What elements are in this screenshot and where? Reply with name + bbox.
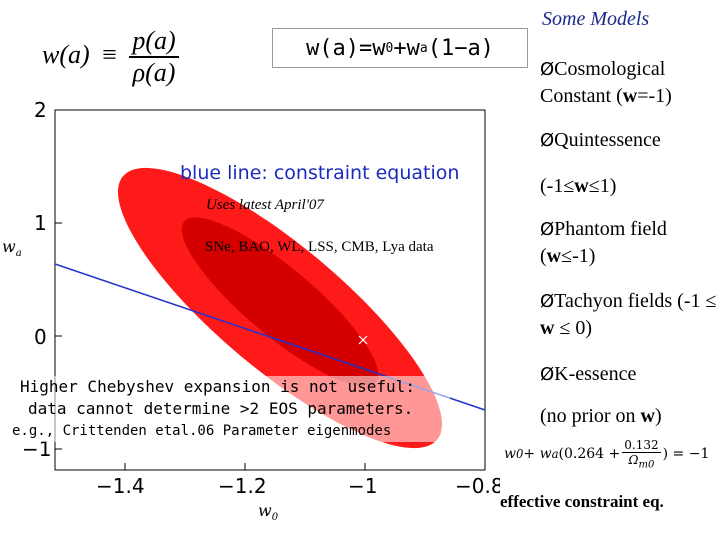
- equiv-symbol: ≡: [102, 39, 117, 69]
- param-sub-0: 0: [385, 40, 394, 56]
- contour-plot: 2 1 0 −1 −1.4 −1.2 −1 −0.8 wa w0: [2, 98, 500, 520]
- x-tick-minus1.2: −1.2: [218, 474, 267, 498]
- equation-lhs: w(a): [42, 39, 90, 69]
- chebyshev-line-3: e.g., Crittenden etal.06 Parameter eigen…: [12, 423, 392, 439]
- effective-constraint-caption: effective constraint eq.: [500, 492, 664, 511]
- x-tick-minus0.8: −0.8: [455, 474, 500, 498]
- chebyshev-line-1: Higher Chebyshev expansion is not useful…: [20, 377, 415, 396]
- constraint-line-legend: blue line: constraint equation: [180, 162, 460, 184]
- param-sub-a: a: [419, 40, 428, 56]
- x-tick-minus1: −1: [348, 474, 377, 498]
- param-plus: +w: [393, 35, 420, 61]
- param-w: w(a)=w: [306, 35, 386, 61]
- model-phantom-field: ØPhantom field (w≤-1): [540, 218, 667, 267]
- bullet-arrow-icon: Ø: [540, 291, 555, 312]
- y-axis-label: wa: [2, 237, 22, 259]
- fraction-denominator: ρ(a): [132, 58, 176, 87]
- model-tachyon-fields: ØTachyon fields (-1 ≤ w ≤ 0): [540, 290, 717, 339]
- bullet-arrow-icon: Ø: [540, 59, 555, 80]
- model-k-essence: ØK-essence: [540, 363, 637, 385]
- effective-fraction: 0.132 Ωm0: [622, 437, 661, 471]
- inner-confidence-contour: [181, 217, 379, 387]
- bullet-arrow-icon: Ø: [540, 130, 555, 151]
- data-version-note: Uses latest April'07: [206, 197, 324, 213]
- bullet-arrow-icon: Ø: [540, 219, 555, 240]
- best-fit-marker: [358, 335, 368, 345]
- bullet-arrow-icon: Ø: [540, 364, 555, 385]
- pressure-density-fraction: p(a) ρ(a): [129, 26, 179, 88]
- x-axis-label: w0: [258, 501, 279, 520]
- chebyshev-line-2: data cannot determine >2 EOS parameters.: [28, 399, 414, 418]
- model-cosmological-constant: ØCosmological Constant (w=-1): [540, 58, 672, 107]
- quintessence-range: (-1≤w≤1): [540, 175, 617, 197]
- y-tick-0: 0: [34, 325, 47, 349]
- w-definition-equation: w(a) ≡ p(a) ρ(a): [42, 26, 179, 88]
- parameterization-box: w(a)=w 0 +w a (1−a): [272, 28, 528, 68]
- param-tail: (1−a): [427, 35, 494, 61]
- y-tick-1: 1: [34, 211, 47, 235]
- fraction-numerator: p(a): [129, 26, 179, 58]
- chebyshev-note: Higher Chebyshev expansion is not useful…: [10, 376, 450, 442]
- x-tick-minus1.4: −1.4: [96, 474, 145, 498]
- model-quintessence: ØQuintessence: [540, 129, 661, 151]
- models-heading: Some Models: [542, 8, 650, 30]
- k-essence-note: (no prior on w): [540, 405, 662, 427]
- datasets-note: SNe, BAO, WL, LSS, CMB, Lya data: [205, 239, 434, 255]
- y-tick-2: 2: [34, 98, 47, 122]
